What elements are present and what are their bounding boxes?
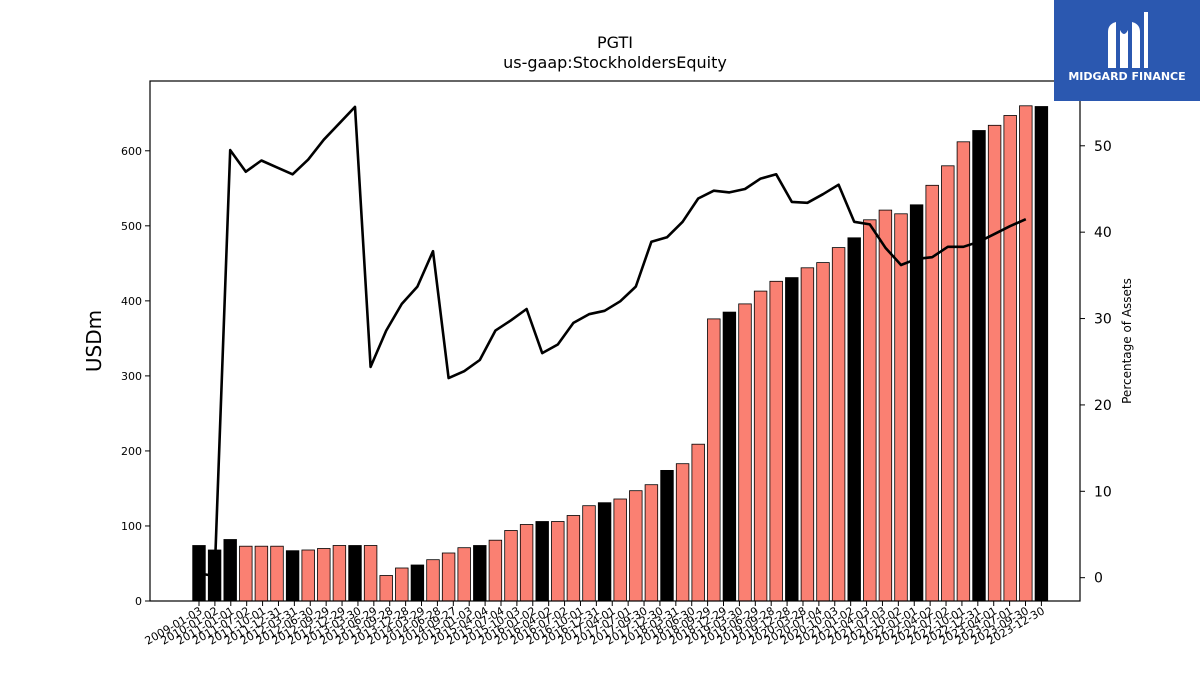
bar bbox=[941, 165, 955, 602]
y-right-tick-label: 40 bbox=[1094, 225, 1112, 241]
bar bbox=[597, 502, 612, 602]
x-axis: 2009-01-032010-01-022011-01-012011-07-02… bbox=[143, 601, 1047, 648]
chart-subtitle: us-gaap:StockholdersEquity bbox=[503, 53, 727, 72]
bar bbox=[691, 443, 705, 602]
bar bbox=[909, 204, 924, 602]
bar bbox=[504, 530, 518, 602]
bar bbox=[363, 545, 378, 602]
bar bbox=[644, 484, 659, 602]
bar bbox=[769, 280, 783, 602]
y-right-tick-label: 20 bbox=[1094, 398, 1112, 414]
y-right-tick-label: 10 bbox=[1094, 484, 1112, 500]
bar bbox=[441, 552, 456, 602]
y-tick-label: 200 bbox=[121, 445, 142, 458]
bar bbox=[1019, 105, 1033, 602]
bar bbox=[987, 124, 1002, 602]
bar bbox=[800, 267, 815, 602]
bar bbox=[285, 550, 300, 602]
y-tick-label: 100 bbox=[121, 520, 142, 533]
bar bbox=[816, 262, 830, 602]
plot-frame bbox=[149, 80, 1081, 602]
y-tick-label: 0 bbox=[135, 595, 142, 608]
bar bbox=[925, 184, 939, 602]
brand-name: MIDGARD FINANCE bbox=[1068, 70, 1186, 83]
brand-logo: MIDGARD FINANCE bbox=[1054, 0, 1200, 101]
bar bbox=[831, 247, 846, 602]
bar bbox=[301, 549, 315, 602]
bar bbox=[473, 545, 487, 602]
bar bbox=[1003, 115, 1017, 602]
bar bbox=[379, 575, 393, 602]
y-right-tick-label: 50 bbox=[1094, 139, 1112, 155]
bar bbox=[738, 303, 752, 602]
bar bbox=[551, 521, 565, 602]
bar bbox=[1034, 106, 1049, 602]
line-group bbox=[198, 105, 1027, 578]
bar bbox=[566, 515, 581, 602]
bar bbox=[785, 277, 799, 602]
bar bbox=[254, 545, 269, 602]
bar bbox=[457, 547, 471, 602]
y-axis-right-label: Percentage of Assets bbox=[1120, 278, 1134, 404]
bar bbox=[410, 564, 425, 602]
y-axis-label: USDm bbox=[82, 310, 106, 372]
y-tick-label: 500 bbox=[121, 220, 142, 233]
bar bbox=[426, 559, 440, 602]
bar bbox=[395, 567, 409, 602]
bar bbox=[863, 219, 877, 602]
logo-mark-icon bbox=[1108, 12, 1148, 68]
percentage-line bbox=[198, 105, 1027, 578]
bar bbox=[956, 141, 971, 602]
bar bbox=[753, 290, 768, 602]
bar bbox=[894, 213, 908, 602]
bar bbox=[270, 545, 284, 602]
bar bbox=[660, 469, 674, 602]
bar bbox=[722, 311, 737, 602]
bar bbox=[972, 130, 986, 602]
y-tick-label: 300 bbox=[121, 370, 142, 383]
y-right-tick-label: 0 bbox=[1094, 571, 1103, 587]
bar bbox=[239, 545, 253, 602]
bar bbox=[348, 545, 362, 602]
bar bbox=[847, 237, 861, 602]
bar bbox=[675, 463, 690, 602]
y-tick-label: 600 bbox=[121, 145, 142, 158]
y-tick-label: 400 bbox=[121, 295, 142, 308]
bar bbox=[223, 539, 237, 602]
y-axis-left: 0 100 200 300 400 500 600 bbox=[121, 145, 150, 608]
bar bbox=[519, 524, 534, 602]
bars-group bbox=[192, 105, 1049, 602]
bar bbox=[582, 505, 596, 602]
bar bbox=[488, 539, 503, 602]
bar bbox=[535, 521, 549, 602]
bar bbox=[317, 548, 331, 602]
bar bbox=[332, 545, 347, 602]
y-right-tick-label: 30 bbox=[1094, 312, 1112, 328]
y-axis-right: 0 10 20 30 40 50 bbox=[1080, 139, 1112, 587]
bar bbox=[629, 490, 643, 602]
bar bbox=[707, 318, 721, 602]
bar bbox=[613, 498, 627, 602]
chart-title: PGTI bbox=[597, 33, 633, 52]
bar bbox=[878, 209, 893, 602]
